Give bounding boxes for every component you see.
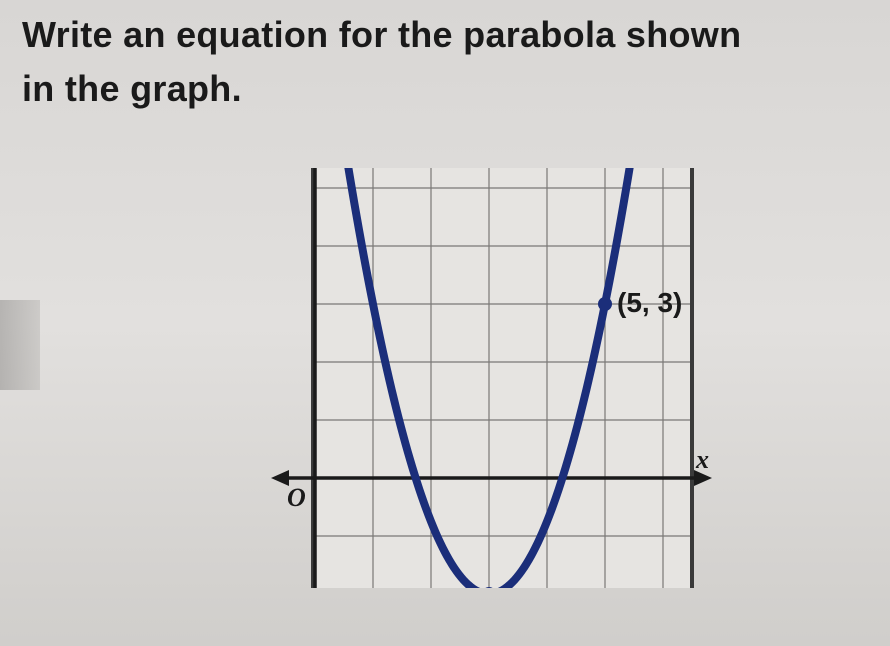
- question-line-2: in the graph.: [22, 68, 242, 109]
- marked-point: [598, 297, 612, 311]
- origin-label: O: [287, 483, 306, 512]
- question-prompt: Write an equation for the parabola shown…: [22, 8, 870, 116]
- question-line-1: Write an equation for the parabola shown: [22, 14, 741, 55]
- parabola-graph: (5, 3)(3, −2)yxO: [205, 168, 715, 588]
- x-axis-label: x: [695, 445, 709, 474]
- page-shadow: [0, 300, 40, 390]
- plot-background: [313, 168, 692, 588]
- point-label: (5, 3): [617, 287, 682, 318]
- graph-svg: (5, 3)(3, −2)yxO: [205, 168, 715, 588]
